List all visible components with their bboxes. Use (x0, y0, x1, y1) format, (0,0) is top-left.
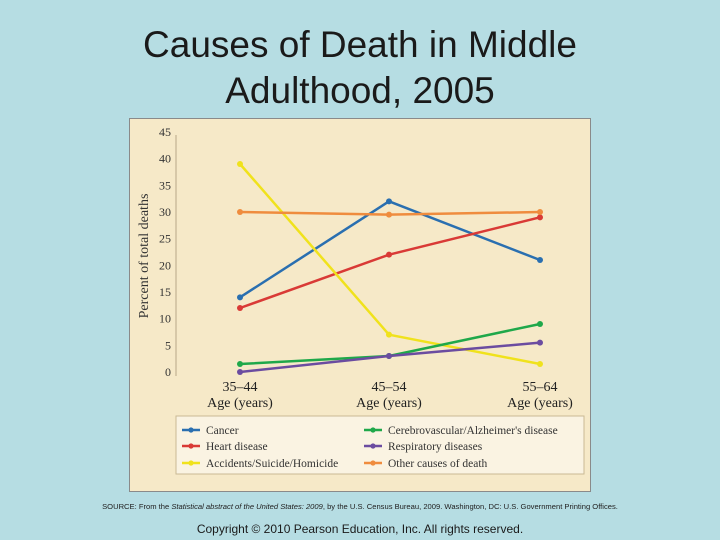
x-category-label: 35–44 (223, 380, 258, 395)
y-tick-label: 15 (159, 285, 171, 299)
y-tick-labels: 0 5 10 15 20 25 30 35 40 45 (159, 125, 171, 379)
data-point (237, 294, 243, 301)
legend-item: Cerebrovascular/Alzheimer's disease (364, 425, 558, 437)
legend-item: Respiratory diseases (364, 441, 483, 453)
data-point (237, 161, 243, 167)
data-point (537, 214, 543, 221)
source-note: SOURCE: From the Statistical abstract of… (0, 502, 720, 511)
source-prefix: SOURCE: From the (102, 502, 172, 511)
y-tick-label: 45 (159, 125, 171, 139)
y-tick-label: 5 (165, 338, 171, 352)
legend-label: Cerebrovascular/Alzheimer's disease (388, 425, 558, 437)
x-category-label: 45–54 (372, 380, 407, 395)
series-4 (237, 339, 543, 375)
y-tick-label: 25 (159, 232, 171, 246)
legend-swatch-dot (370, 427, 376, 433)
legend-label: Heart disease (206, 441, 268, 453)
x-category-sublabel: Age (years) (207, 396, 273, 411)
legend-item: Cancer (182, 425, 239, 437)
source-italic-title: Statistical abstract of the United State… (171, 502, 323, 511)
legend-swatch-dot (370, 443, 376, 449)
data-point (237, 209, 243, 215)
line-chart: Percent of total deaths 0 5 10 15 20 25 30 35 40… (137, 125, 585, 475)
legend: Cancer Heart disease Accidents/Suicide/Hom… (175, 415, 585, 475)
copyright-notice: Copyright © 2010 Pearson Education, Inc.… (196, 522, 524, 536)
legend-swatch-dot (370, 460, 376, 466)
source-suffix: , by the U.S. Census Bureau, 2009. Washi… (322, 502, 618, 511)
y-tick-label: 40 (159, 152, 171, 166)
legend-label: Accidents/Suicide/Homicide (206, 458, 338, 470)
series-line (239, 216, 541, 310)
y-tick-label: 0 (165, 365, 171, 379)
chart-figure: Percent of total deaths 0 5 10 15 20 25 30 35 40… (129, 118, 591, 492)
data-point (386, 211, 392, 218)
y-tick-label: 10 (159, 312, 171, 326)
data-point (537, 321, 543, 327)
legend-item: Other causes of death (364, 458, 488, 470)
series-1 (237, 214, 543, 311)
legend-item: Accidents/Suicide/Homicide (182, 458, 338, 470)
series-lines (237, 161, 543, 375)
slide-title-line-1: Causes of Death in Middle (143, 24, 577, 65)
series-0 (237, 198, 543, 301)
legend-swatch-dot (188, 427, 194, 433)
y-tick-label: 35 (159, 178, 171, 192)
data-point (537, 257, 543, 263)
data-point (237, 369, 243, 375)
series-2 (237, 161, 543, 367)
slide-title-line-2: Adulthood, 2005 (225, 70, 495, 111)
data-point (537, 339, 543, 346)
data-point (386, 198, 392, 205)
legend-swatch-dot (188, 443, 194, 449)
data-point (386, 331, 392, 338)
series-5 (237, 209, 543, 218)
data-point (386, 251, 392, 258)
data-point (386, 353, 392, 359)
legend-label: Respiratory diseases (388, 441, 483, 453)
x-category-label: 55–64 (523, 380, 558, 395)
legend-swatch-dot (188, 460, 194, 466)
legend-label: Cancer (206, 425, 239, 437)
legend-label: Other causes of death (388, 458, 488, 470)
data-point (537, 209, 543, 215)
y-tick-label: 30 (159, 205, 171, 219)
x-category-sublabel: Age (years) (356, 396, 422, 411)
slide-title: Causes of Death in Middle Adulthood, 200… (0, 22, 720, 114)
data-point (537, 361, 543, 367)
y-tick-label: 20 (159, 258, 171, 272)
series-3 (237, 321, 543, 367)
data-point (237, 305, 243, 311)
legend-item: Heart disease (182, 441, 268, 453)
y-axis-title: Percent of total deaths (137, 194, 152, 319)
x-category-sublabel: Age (years) (507, 396, 573, 411)
data-point (237, 361, 243, 367)
